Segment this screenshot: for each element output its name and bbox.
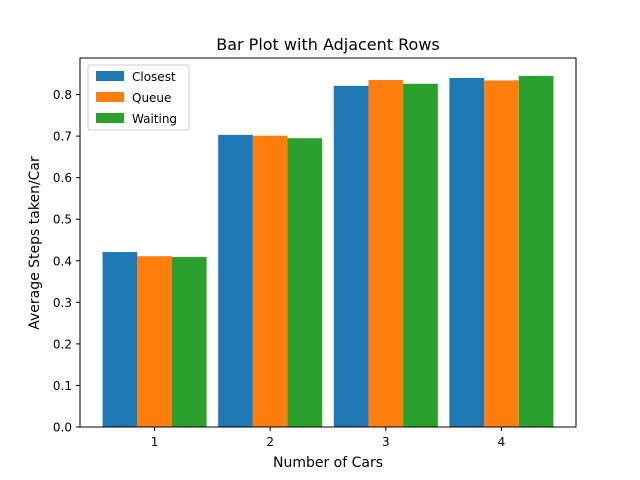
- bar-closest-3: [333, 85, 369, 427]
- legend-label-closest: Closest: [132, 70, 176, 84]
- plot-area: 1 2 3 4 0.0 0.1 0.2 0.3 0.4 0.5 0.6 0.7 0.8: [53, 57, 577, 449]
- x-tick-label-1: 1: [151, 435, 159, 449]
- axes-frame: [79, 57, 577, 428]
- y-tick-label-0.8: 0.8: [53, 88, 72, 102]
- y-axis-label: Average Steps taken/Car: [27, 156, 43, 330]
- y-tick-label-0.0: 0.0: [53, 421, 72, 435]
- bar-waiting-2: [287, 138, 323, 427]
- bar-queue-1: [137, 256, 172, 427]
- bar-queue-3: [368, 80, 404, 428]
- legend-swatch-waiting: [96, 113, 124, 123]
- y-tick-label-0.1: 0.1: [53, 379, 72, 393]
- bar-waiting-4: [518, 75, 554, 428]
- legend-label-waiting: Waiting: [132, 112, 177, 126]
- y-tick-label-0.4: 0.4: [53, 254, 72, 268]
- y-tick-label-0.3: 0.3: [53, 296, 72, 310]
- y-tick-label-0.7: 0.7: [53, 130, 72, 144]
- bar-closest-4: [449, 77, 485, 427]
- x-axis-label: Number of Cars: [273, 455, 383, 471]
- bar-waiting-1: [171, 257, 207, 427]
- bar-closest-1: [102, 252, 138, 427]
- legend-swatch-closest: [96, 71, 124, 81]
- legend-swatch-queue: [96, 92, 124, 102]
- x-tick-label-3: 3: [382, 435, 390, 449]
- x-tick-label-2: 2: [266, 435, 274, 449]
- bar-queue-4: [484, 80, 519, 427]
- chart-title: Bar Plot with Adjacent Rows: [216, 35, 440, 54]
- legend: Closest Queue Waiting: [87, 64, 190, 131]
- y-tick-label-0.6: 0.6: [53, 171, 72, 185]
- x-tick-label-4: 4: [498, 435, 506, 449]
- bar-queue-2: [252, 135, 288, 427]
- legend-label-queue: Queue: [132, 91, 171, 105]
- y-tick-label-0.2: 0.2: [53, 337, 72, 351]
- y-tick-label-0.5: 0.5: [53, 213, 72, 227]
- bar-closest-2: [218, 134, 253, 428]
- bar-waiting-3: [403, 83, 438, 427]
